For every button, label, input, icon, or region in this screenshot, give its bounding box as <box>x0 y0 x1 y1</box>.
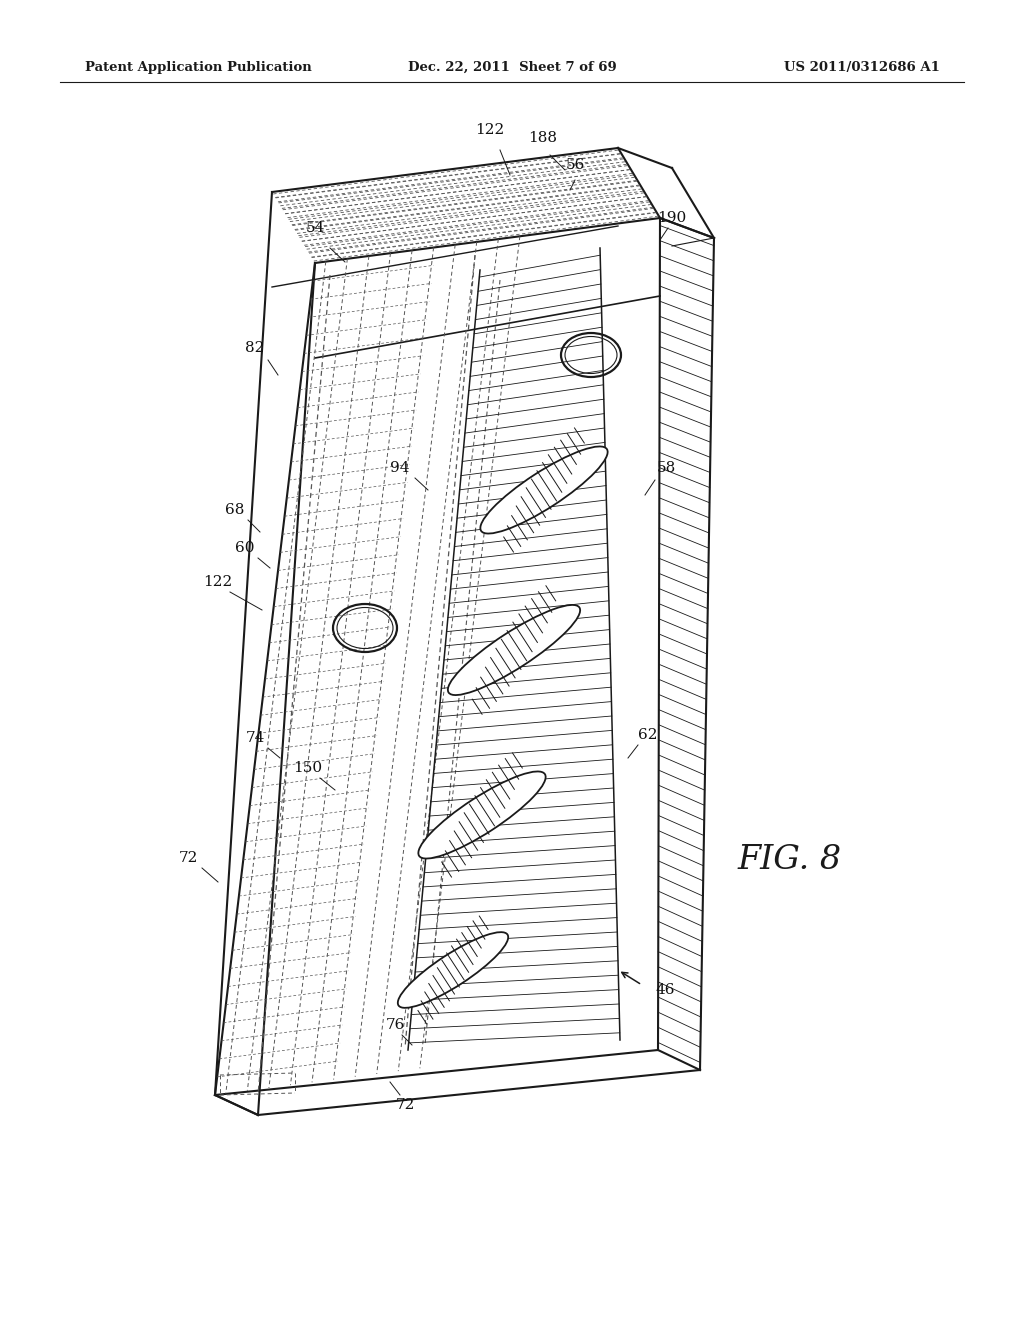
Text: US 2011/0312686 A1: US 2011/0312686 A1 <box>784 61 940 74</box>
Text: 82: 82 <box>246 341 264 355</box>
Text: 76: 76 <box>385 1018 404 1032</box>
Text: FIG. 8: FIG. 8 <box>738 843 842 876</box>
Ellipse shape <box>419 771 546 858</box>
Text: Dec. 22, 2011  Sheet 7 of 69: Dec. 22, 2011 Sheet 7 of 69 <box>408 61 616 74</box>
Text: 58: 58 <box>656 461 676 475</box>
Text: 190: 190 <box>657 211 687 224</box>
Text: 54: 54 <box>305 220 325 235</box>
Text: 68: 68 <box>225 503 245 517</box>
Text: 72: 72 <box>395 1098 415 1111</box>
Text: Patent Application Publication: Patent Application Publication <box>85 61 311 74</box>
Text: 60: 60 <box>236 541 255 554</box>
Ellipse shape <box>397 932 508 1008</box>
Text: 46: 46 <box>655 983 675 997</box>
Ellipse shape <box>480 446 607 533</box>
Text: 150: 150 <box>294 762 323 775</box>
Text: 94: 94 <box>390 461 410 475</box>
Text: 72: 72 <box>178 851 198 865</box>
Text: 122: 122 <box>475 123 505 137</box>
Text: 56: 56 <box>565 158 585 172</box>
Text: 62: 62 <box>638 729 657 742</box>
Text: 122: 122 <box>204 576 232 589</box>
Text: 74: 74 <box>246 731 264 744</box>
Ellipse shape <box>447 605 581 696</box>
Text: 188: 188 <box>528 131 557 145</box>
